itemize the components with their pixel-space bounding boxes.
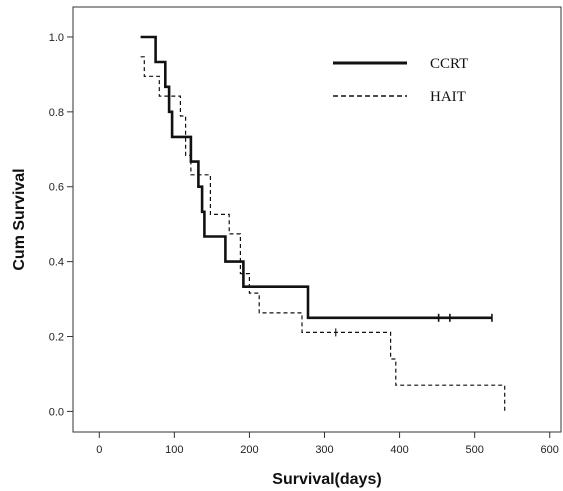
y-axis-title: Cum Survival	[11, 168, 28, 270]
x-tick-label: 400	[390, 444, 408, 456]
series-line-hait	[140, 56, 506, 412]
x-tick-label: 0	[96, 444, 102, 456]
x-tick-label: 600	[541, 444, 559, 456]
x-tick-label: 200	[240, 444, 258, 456]
legend: CCRT HAIT	[333, 56, 468, 105]
x-axis: 0 100 200 300 400 500 600	[96, 432, 559, 456]
series-line-ccrt	[140, 35, 492, 320]
legend-label-hait: HAIT	[430, 89, 466, 105]
y-tick-label: 0.8	[49, 107, 64, 119]
x-tick-label: 300	[315, 444, 333, 456]
y-tick-label: 0.4	[49, 257, 64, 269]
y-tick-label: 0.6	[49, 182, 64, 194]
plot-area	[72, 6, 562, 433]
y-tick-label: 0.2	[49, 332, 64, 344]
x-axis-title: Survival(days)	[272, 471, 381, 488]
y-tick-label: 0.0	[49, 406, 64, 418]
x-tick-label: 500	[465, 444, 483, 456]
legend-label-ccrt: CCRT	[430, 56, 468, 72]
series-layer	[140, 35, 506, 412]
plot-frame	[72, 6, 562, 433]
x-tick-label: 100	[165, 444, 183, 456]
y-axis: 0.0 0.2 0.4 0.6 0.8 1.0	[49, 32, 73, 418]
y-tick-label: 1.0	[49, 32, 64, 44]
